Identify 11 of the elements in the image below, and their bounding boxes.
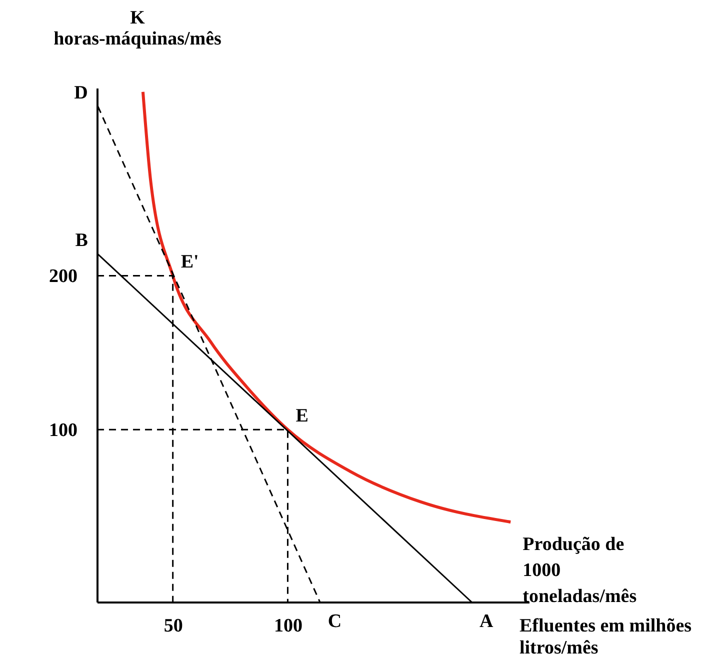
- annotation: A: [480, 611, 494, 632]
- x-tick-label: 50: [164, 616, 183, 636]
- annotation: E': [180, 252, 199, 273]
- y-axis-title: K horas-máquinas/mês: [54, 8, 222, 50]
- y-tick-label: 200: [49, 266, 78, 288]
- series-label: Produção de 1000 toneladas/mês: [522, 534, 637, 607]
- annotation: B: [75, 230, 88, 252]
- annotation: D: [74, 82, 88, 104]
- x-axis-title: Efluentes em milhões litros/mês: [520, 616, 692, 658]
- annotation: E: [296, 406, 308, 427]
- annotation: C: [328, 611, 342, 632]
